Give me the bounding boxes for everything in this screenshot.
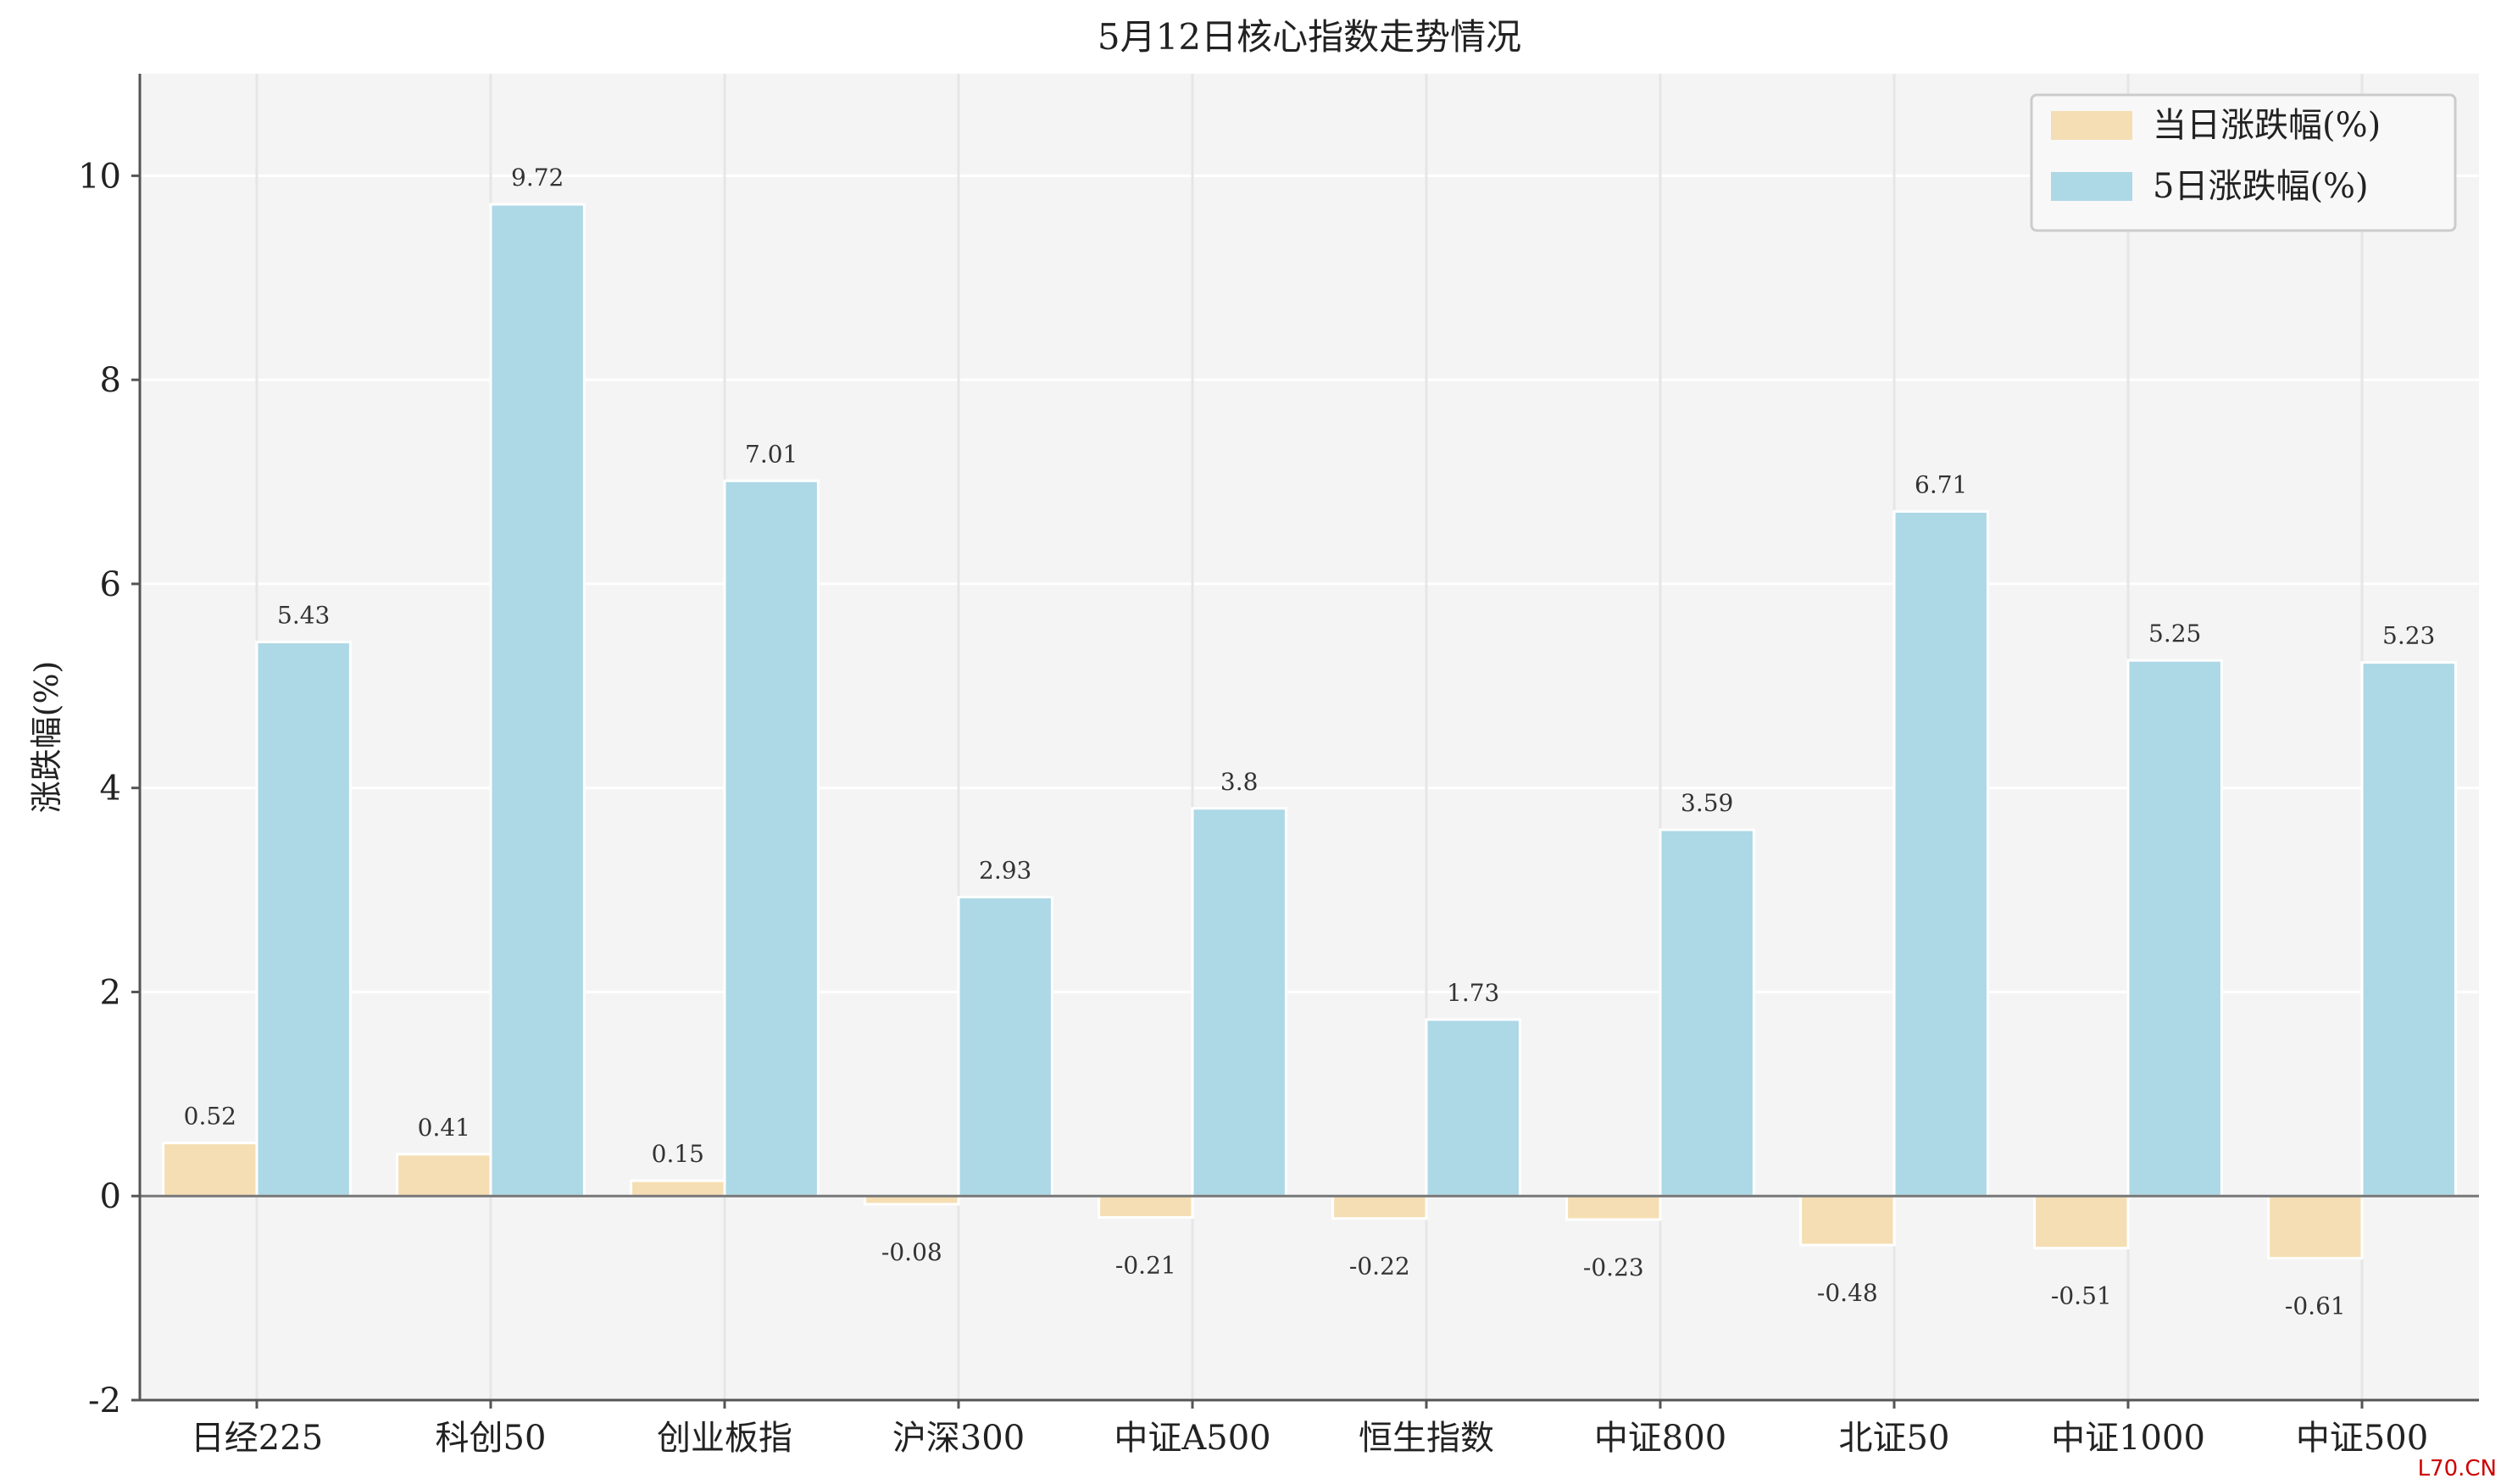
x-tick-label: 沪深300 bbox=[892, 1419, 1025, 1458]
legend-label-5day: 5日涨跌幅(%) bbox=[2153, 167, 2369, 206]
data-label: 7.01 bbox=[745, 440, 798, 468]
data-label: 0.52 bbox=[184, 1103, 236, 1131]
legend-label-daily: 当日涨跌幅(%) bbox=[2153, 106, 2381, 145]
data-labels: 0.52 0.41 0.15 -0.08 -0.21 -0.22 -0.23 -0.48 -0.… bbox=[184, 164, 2436, 1320]
x-tick-label: 创业板指 bbox=[657, 1419, 792, 1458]
bar-5day bbox=[2360, 661, 2457, 1198]
bar-5day bbox=[255, 641, 352, 1198]
data-label: 5.43 bbox=[277, 602, 330, 630]
bars bbox=[162, 203, 2457, 1260]
bar-daily bbox=[1331, 1194, 1428, 1220]
x-tick-label: 科创50 bbox=[436, 1419, 547, 1458]
data-label: -0.48 bbox=[1817, 1279, 1878, 1307]
data-label: 2.93 bbox=[979, 857, 1031, 885]
bar-5day bbox=[1191, 807, 1287, 1198]
x-tick-label: 中证A500 bbox=[1114, 1419, 1270, 1458]
x-tick-label: 北证50 bbox=[1839, 1419, 1950, 1458]
y-tick-label: 4 bbox=[100, 770, 121, 809]
data-label: -0.21 bbox=[1115, 1252, 1176, 1280]
x-tick-label: 中证800 bbox=[1594, 1419, 1726, 1458]
bar-daily bbox=[2267, 1194, 2364, 1260]
data-label: 6.71 bbox=[1915, 470, 1967, 498]
data-label: 9.72 bbox=[511, 164, 564, 192]
watermark: L70.CN bbox=[2418, 1456, 2497, 1481]
data-label: 1.73 bbox=[1447, 979, 1499, 1007]
y-tick-label: 0 bbox=[100, 1177, 121, 1216]
x-tick-label: 中证500 bbox=[2296, 1419, 2428, 1458]
bar-daily bbox=[630, 1179, 726, 1198]
legend-box bbox=[2030, 93, 2457, 232]
axes: -2 0 2 4 6 8 10 日经225 科创50 创业板指 沪深300 中证A500 恒生指数 中证8… bbox=[78, 74, 2479, 1458]
bar-5day bbox=[489, 203, 586, 1198]
data-label: -0.23 bbox=[1583, 1253, 1644, 1281]
chart-title: 5月12日核心指数走势情况 bbox=[1098, 16, 1521, 58]
data-label: 3.8 bbox=[1220, 768, 1259, 796]
data-label: -0.08 bbox=[881, 1238, 942, 1266]
bar-5day bbox=[1659, 828, 1755, 1198]
y-tick-label: 6 bbox=[100, 565, 121, 604]
bar-daily bbox=[1098, 1194, 1194, 1220]
data-label: 0.15 bbox=[652, 1140, 704, 1168]
bar-5day bbox=[957, 896, 1053, 1198]
y-tick-label: -2 bbox=[88, 1381, 121, 1420]
bar-daily bbox=[396, 1153, 492, 1198]
x-tick-label: 恒生指数 bbox=[1359, 1419, 1494, 1458]
data-label: -0.22 bbox=[1349, 1253, 1410, 1281]
legend-swatch-daily bbox=[2051, 111, 2132, 140]
data-label: 3.59 bbox=[1681, 789, 1733, 817]
legend-swatch-5day bbox=[2051, 172, 2132, 201]
bar-5day bbox=[723, 479, 820, 1198]
data-label: 5.23 bbox=[2382, 622, 2435, 650]
data-label: 0.41 bbox=[418, 1114, 470, 1142]
data-label: -0.51 bbox=[2051, 1282, 2112, 1310]
bar-5day bbox=[1425, 1018, 1521, 1198]
x-tick-label: 中证1000 bbox=[2051, 1419, 2205, 1458]
legend: 当日涨跌幅(%) 5日涨跌幅(%) bbox=[2030, 93, 2457, 232]
bar-5day bbox=[2126, 659, 2223, 1198]
y-axis-label: 涨跌幅(%) bbox=[28, 661, 65, 814]
y-tick-label: 2 bbox=[100, 973, 121, 1012]
bar-daily bbox=[2033, 1194, 2130, 1250]
y-tick-label: 10 bbox=[78, 157, 121, 196]
y-tick-label: 8 bbox=[100, 361, 121, 400]
bar-daily bbox=[1799, 1194, 1896, 1247]
bar-daily bbox=[162, 1142, 258, 1198]
bar-daily bbox=[1565, 1194, 1662, 1221]
x-tick-label: 日经225 bbox=[191, 1419, 323, 1458]
data-label: -0.61 bbox=[2285, 1292, 2346, 1320]
data-label: 5.25 bbox=[2148, 620, 2201, 648]
bar-5day bbox=[1892, 509, 1989, 1198]
